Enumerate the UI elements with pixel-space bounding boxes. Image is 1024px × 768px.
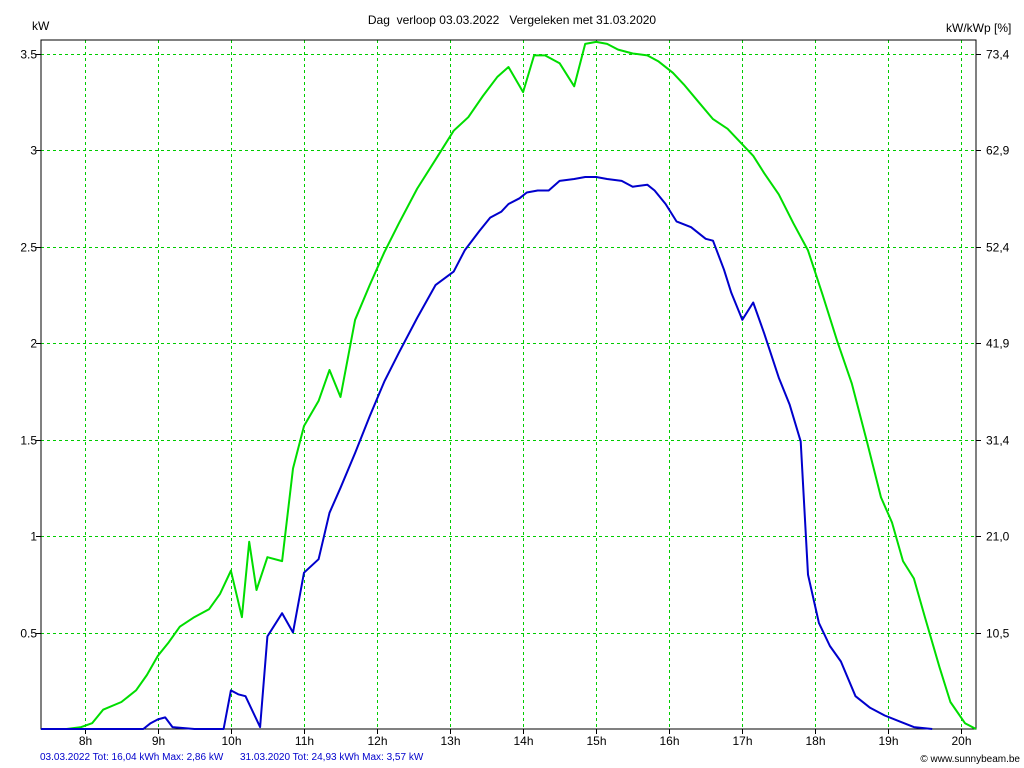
y-tick-label-right: 10,5 [986,627,1010,641]
y-axis-right-label: kW/kWp [%] [946,21,1011,35]
y-tick-label-right: 62,9 [986,144,1010,158]
x-tick-label: 9h [152,734,165,748]
x-tick-label: 18h [805,734,825,748]
x-tick-label: 13h [440,734,460,748]
y-tick-label-left: 3 [30,144,37,158]
grid-layer [41,40,976,729]
y-tick-label-left: 3.5 [20,48,37,62]
series-line-2020 [41,40,977,730]
y-tick-label-left: 1 [30,530,37,544]
x-tick-label: 14h [513,734,533,748]
chart-title: Dag verloop 03.03.2022 Vergeleken met 31… [368,13,657,27]
x-tick-label: 20h [951,734,971,748]
y-axis-left-label: kW [32,19,50,33]
x-tick-label: 19h [878,734,898,748]
y-tick-label-left: 1.5 [20,434,37,448]
x-tick-label: 11h [295,734,314,748]
x-tick-label: 16h [659,734,679,748]
x-tick-label: 10h [221,734,241,748]
x-tick-label: 12h [367,734,387,748]
y-tick-label-left: 2.5 [20,241,37,255]
plot-frame [40,39,977,730]
series-line-2022 [41,176,933,730]
series-layer [41,40,977,730]
x-tick-label: 15h [586,734,606,748]
legend-series-2022: 03.03.2022 Tot: 16,04 kWh Max: 2,86 kW [40,752,224,763]
y-tick-label-right: 52,4 [986,241,1010,255]
tick-layer: 8h 9h 10h 11h 12h 13h 14h 15h 16h 17h 18h 19h 20h 0.5… [20,48,1009,749]
copyright-text: © www.sunnybeam.be [920,754,1020,765]
y-tick-label-left: 2 [30,337,37,351]
legend-series-2020: 31.03.2020 Tot: 24,93 kWh Max: 3,57 kW [240,752,424,763]
y-tick-label-right: 21,0 [986,530,1010,544]
y-tick-label-left: 0.5 [20,627,37,641]
x-tick-label: 17h [732,734,752,748]
y-tick-label-right: 31,4 [986,434,1010,448]
x-tick-label: 8h [79,734,92,748]
y-tick-label-right: 41,9 [986,337,1010,351]
y-tick-label-right: 73,4 [986,48,1010,62]
